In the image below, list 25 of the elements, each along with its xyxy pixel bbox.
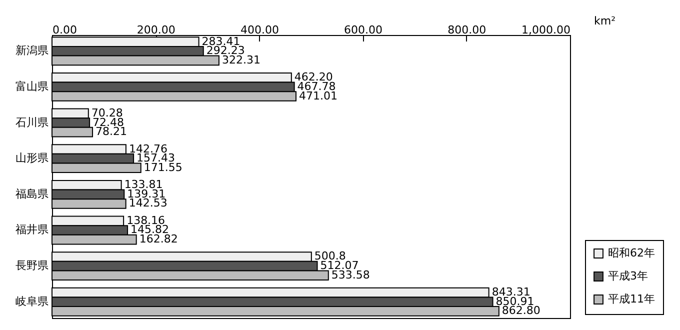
y-tick-label: 岐阜県: [16, 294, 48, 308]
x-tick-label: 200.00: [136, 24, 176, 36]
legend-label: 昭和62年: [608, 246, 655, 260]
x-tick-label: 800.00: [448, 24, 486, 36]
y-tick-label: 福井県: [16, 223, 48, 236]
y-tick-label: 富山県: [16, 80, 48, 93]
data-label: 171.55: [144, 160, 182, 174]
x-axis-title: km²: [594, 14, 616, 28]
data-label: 533.58: [331, 268, 370, 282]
legend-label: 平成11年: [608, 292, 655, 306]
data-label: 862.80: [502, 304, 540, 318]
data-label: 322.31: [222, 53, 260, 66]
x-tick-label: 1,000.00: [522, 24, 570, 36]
x-tick-label: 0.00: [52, 24, 77, 36]
data-label: 78.21: [96, 125, 128, 138]
y-tick-label: 新潟県: [16, 44, 48, 58]
x-tick-label: 400.00: [240, 24, 279, 36]
y-tick-label: 山形県: [16, 152, 48, 165]
data-label: 162.82: [139, 232, 178, 246]
y-tick-label: 長野県: [16, 259, 48, 272]
legend-label: 平成3年: [608, 270, 648, 282]
y-tick-label: 福島県: [16, 187, 48, 200]
y-tick-label: 石川県: [16, 116, 48, 129]
data-label: 142.53: [128, 196, 168, 210]
x-tick-label: 600.00: [344, 24, 383, 36]
